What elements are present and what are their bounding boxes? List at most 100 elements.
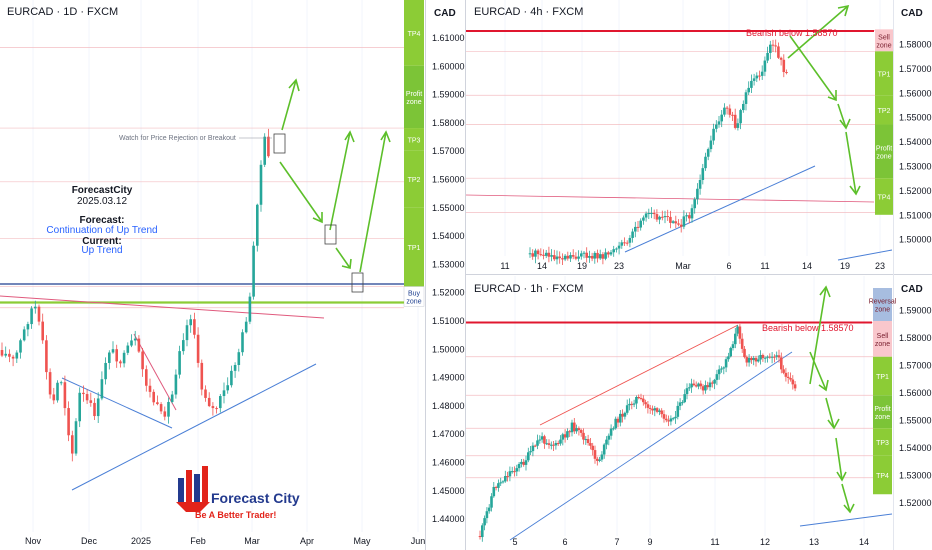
candle-body [490, 496, 493, 508]
candle-body [558, 256, 561, 259]
h4-price-axis[interactable]: 1.58000 1.57000 1.56000 1.55000 1.54000 1.530… [899, 40, 932, 245]
time-tick-label: 7 [614, 537, 619, 547]
candle-body [607, 252, 610, 255]
zone-bar [875, 95, 893, 125]
zone-bar [875, 178, 893, 215]
candle-body [731, 114, 734, 116]
candle-body [734, 333, 737, 345]
candle-body [536, 250, 540, 255]
candle-body [674, 221, 678, 224]
h1-levels [466, 321, 873, 479]
time-tick-label: 11 [760, 261, 769, 271]
candle-body [585, 252, 588, 258]
h1-chart-panel[interactable]: ReversalzoneSellzoneTP1ProfitzoneTP3TP4 … [466, 276, 932, 547]
price-tick-label: 1.47000 [432, 429, 465, 439]
candle-body [241, 332, 244, 353]
candle-body [655, 214, 659, 220]
candle-body [612, 428, 615, 430]
candle-body [582, 432, 585, 440]
zone-label: TP1 [408, 245, 421, 252]
candle-body [580, 253, 583, 257]
time-tick-label: Dec [81, 536, 98, 546]
price-tick-label: 1.54000 [432, 231, 465, 241]
candle-body [615, 248, 618, 250]
candle-body [786, 376, 790, 378]
candle-body [67, 408, 70, 436]
candle-body [119, 361, 122, 364]
h1-time-axis[interactable]: 5 6 7 9 11 12 13 14 [512, 537, 869, 547]
candle-body [207, 397, 211, 407]
candle-body [566, 431, 569, 438]
candle-body [743, 348, 746, 358]
zone-label: Buy [408, 290, 421, 297]
candle-body [219, 396, 222, 409]
candle-body [780, 357, 783, 370]
candle-body [630, 403, 634, 405]
candle-body [542, 254, 545, 256]
candle-body [760, 71, 764, 76]
candle-body [782, 59, 786, 73]
candle-body [145, 369, 148, 386]
candle-body [711, 382, 714, 384]
daily-time-axis[interactable]: Nov Dec 2025 Feb Mar Apr May Jun [25, 536, 425, 546]
time-tick-label: 6 [726, 261, 731, 271]
zone-label: zone [876, 153, 891, 160]
candle-body [717, 369, 721, 375]
zone-bar [404, 0, 424, 66]
candle-body [598, 254, 602, 259]
h1-price-axis[interactable]: 1.59000 1.58000 1.57000 1.56000 1.55000 1.540… [899, 306, 932, 509]
daily-price-axis[interactable]: 1.61000 1.60000 1.59000 1.58000 1.57000 1.560… [432, 33, 465, 524]
candle-body [563, 434, 567, 438]
h4-blue-long-line [837, 249, 893, 261]
daily-gridlines [32, 0, 419, 532]
candle-body [648, 407, 652, 409]
candle-body [708, 382, 712, 388]
candle-body [499, 482, 502, 484]
candle-body [45, 340, 48, 373]
time-tick-label: 9 [647, 537, 652, 547]
h4-time-axis[interactable]: 11 14 19 23 Mar 6 11 14 19 23 [500, 261, 885, 271]
candle-body [561, 258, 564, 260]
price-tick-label: 1.45000 [432, 486, 465, 496]
h1-gridlines [514, 276, 865, 536]
candle-body [757, 359, 760, 362]
candle-body [642, 398, 645, 403]
candle-body [661, 216, 664, 218]
zone-label: zone [406, 298, 421, 305]
candle-body [543, 436, 546, 444]
candle-body [122, 352, 126, 364]
h4-pink-line [465, 194, 875, 203]
zone-label: TP1 [876, 374, 889, 381]
candle-body [590, 255, 594, 259]
candle-body [791, 379, 795, 385]
time-tick-label: 11 [710, 537, 719, 547]
candle-body [524, 460, 528, 465]
candle-body [237, 352, 241, 366]
zone-bar [873, 321, 892, 357]
price-tick-label: 1.50000 [899, 235, 932, 245]
h1-projection-arrows [809, 285, 855, 514]
candle-body [666, 216, 669, 218]
zone-label: TP2 [408, 177, 421, 184]
candle-body [736, 123, 740, 128]
candle-body [547, 443, 551, 445]
candle-body [692, 383, 696, 386]
candle-body [508, 471, 512, 477]
candle-body [529, 451, 532, 453]
current-label: Current: [82, 236, 121, 247]
zone-bar [404, 207, 424, 287]
forecast-value: Continuation of Up Trend [46, 225, 157, 236]
daily-blue-triangle-line [61, 377, 173, 429]
candle-body [634, 226, 637, 232]
candle-body [37, 306, 41, 322]
price-tick-label: 1.55000 [899, 113, 932, 123]
candle-body [650, 212, 653, 214]
candle-body [763, 60, 767, 72]
price-tick-label: 1.59000 [899, 306, 932, 316]
candle-body [167, 401, 170, 417]
candle-body [693, 199, 696, 209]
h1-currency-label: CAD [901, 284, 923, 295]
